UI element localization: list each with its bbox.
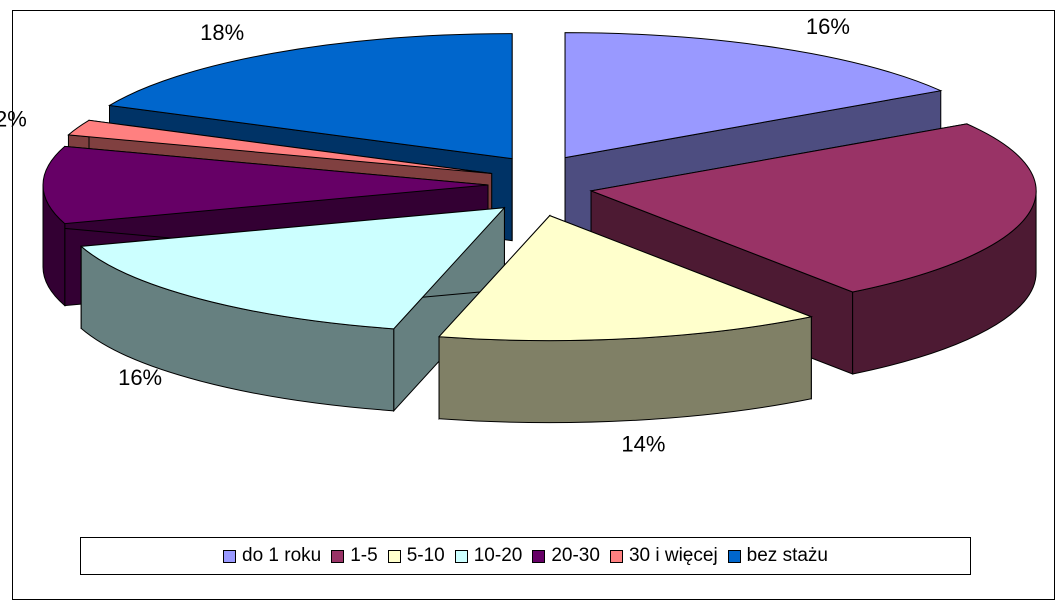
legend-item: 10-20 [454,545,523,567]
legend-label: do 1 roku [242,545,322,566]
slice-3-group [79,206,506,413]
legend-label: 1-5 [350,545,378,566]
legend-item: bez stażu [727,545,828,567]
legend-item: 30 i więcej [609,545,718,567]
slice-3-top [79,207,506,330]
slice-2-top [438,215,814,342]
slice-2-group [438,214,814,424]
legend-item: do 1 roku [223,545,321,567]
legend-label: 20-30 [551,545,600,566]
data-label-3: 16% [118,365,162,390]
legend-swatch [331,549,345,563]
slice-1-top [589,123,1037,293]
legend-swatch [223,549,236,563]
legend-label: 30 i więcej [628,545,718,566]
legend-label: bez stażu [746,545,828,566]
legend-label: 10-20 [473,545,523,566]
data-label-5: 2% [0,106,27,131]
chart-legend: do 1 roku 1-5 5-10 10-20 20-30 30 i więcej bez… [80,537,971,575]
legend-item: 5-10 [387,545,445,567]
legend-label: 5-10 [406,545,445,566]
legend-swatch [532,549,546,563]
data-label-6: 18% [200,20,244,45]
slice-5-top [67,119,492,175]
data-label-0: 16% [806,14,850,39]
legend-swatch [454,549,468,563]
legend-swatch [727,549,741,563]
slice-0-top [564,32,943,159]
data-label-2: 14% [621,432,665,457]
legend-swatch [387,549,401,563]
slice-6-top [107,33,513,160]
legend-item: 20-30 [532,545,600,567]
slice-4-top [42,145,489,225]
legend-item: 1-5 [331,545,378,567]
legend-swatch [609,549,623,563]
